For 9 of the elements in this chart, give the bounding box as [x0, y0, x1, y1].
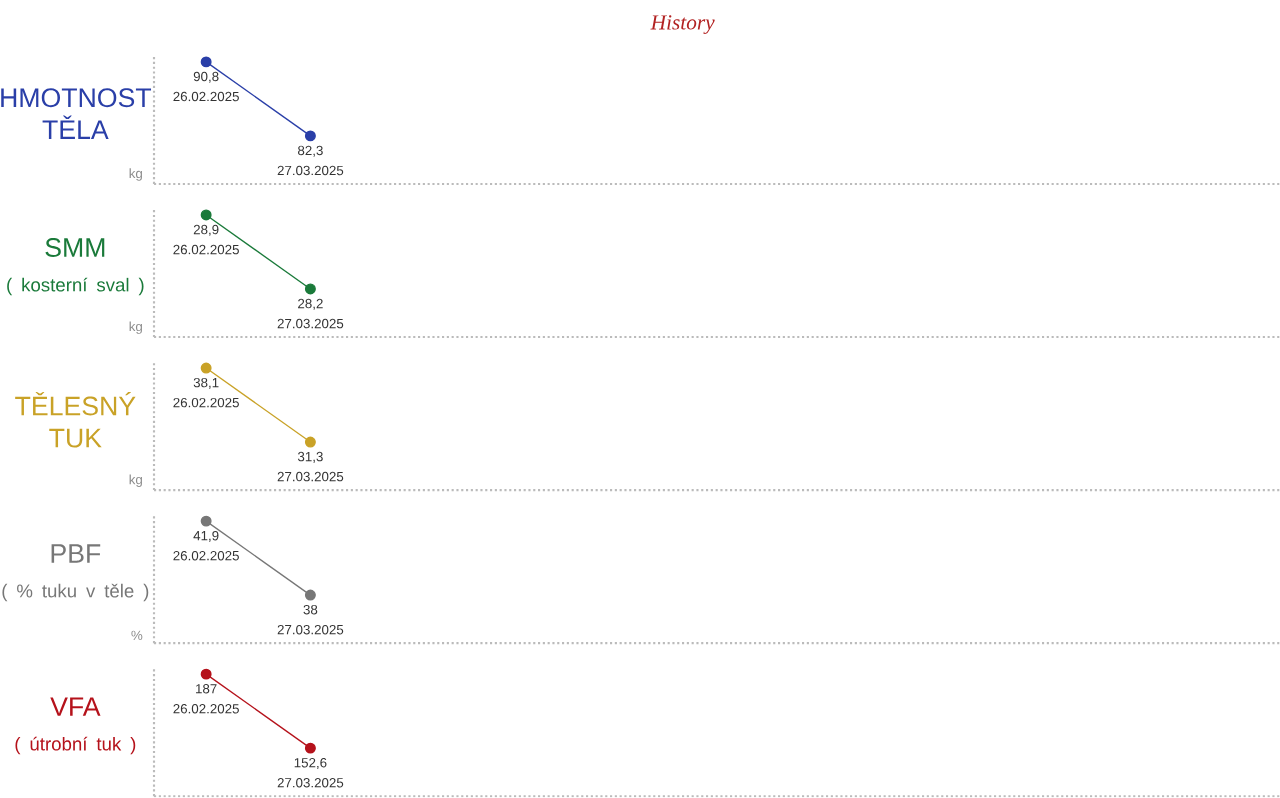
text: SMM [45, 238, 105, 257]
text: HMOTNOST TĚLA [1, 88, 152, 139]
text: History [650, 15, 715, 35]
text: TĚLESNÝ TUK [15, 391, 136, 448]
text: VFA [50, 697, 101, 716]
text: PBF [51, 544, 101, 563]
text: ( útrobní tuk ) [15, 736, 136, 755]
text: ( % tuku v těle ) [2, 583, 149, 602]
text: ( kosterní sval ) [7, 277, 144, 296]
